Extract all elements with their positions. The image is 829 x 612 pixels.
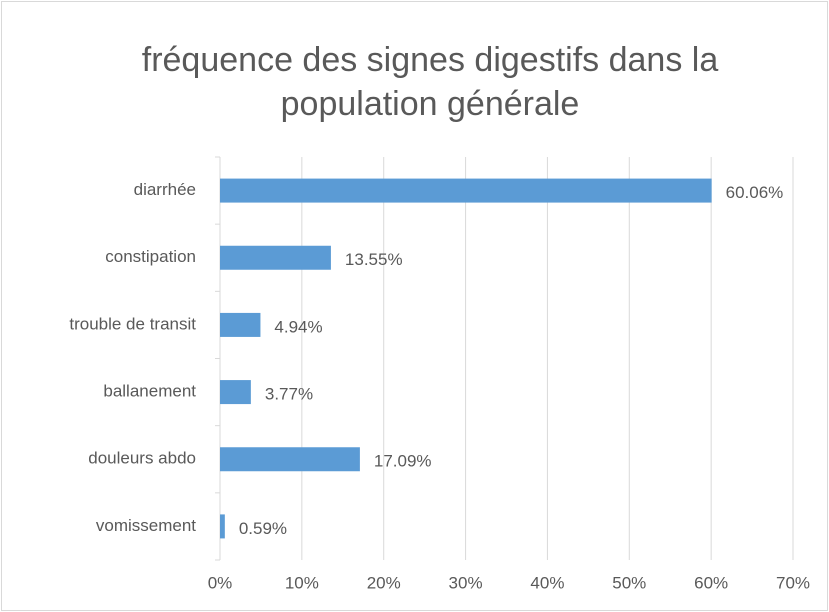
- y-tick-label: constipation: [105, 247, 196, 266]
- y-tick-label: vomissement: [96, 516, 196, 535]
- y-tick-label: douleurs abdo: [88, 449, 196, 468]
- x-tick-label: 40%: [530, 573, 564, 592]
- bar: [220, 178, 712, 203]
- y-tick-label: diarrhée: [134, 180, 196, 199]
- chart-title: fréquence des signes digestifs dans la p…: [141, 41, 719, 123]
- bar: [220, 312, 261, 337]
- y-tick-label: ballanement: [103, 382, 196, 401]
- x-tick-label: 70%: [776, 573, 810, 592]
- bar: [220, 514, 225, 539]
- x-tick-label: 30%: [449, 573, 483, 592]
- value-label: 4.94%: [274, 317, 322, 336]
- value-label: 13.55%: [345, 250, 403, 269]
- value-label: 3.77%: [265, 385, 313, 404]
- x-tick-label: 60%: [694, 573, 728, 592]
- bar: [220, 245, 331, 270]
- x-tick-label: 10%: [285, 573, 319, 592]
- bar: [220, 380, 251, 405]
- value-label: 17.09%: [374, 452, 432, 471]
- value-label: 60.06%: [726, 183, 784, 202]
- x-tick-label: 20%: [367, 573, 401, 592]
- x-tick-label: 0%: [208, 573, 233, 592]
- bar: [220, 447, 360, 472]
- x-tick-label: 50%: [612, 573, 646, 592]
- value-label: 0.59%: [239, 519, 287, 538]
- y-tick-label: trouble de transit: [69, 314, 196, 333]
